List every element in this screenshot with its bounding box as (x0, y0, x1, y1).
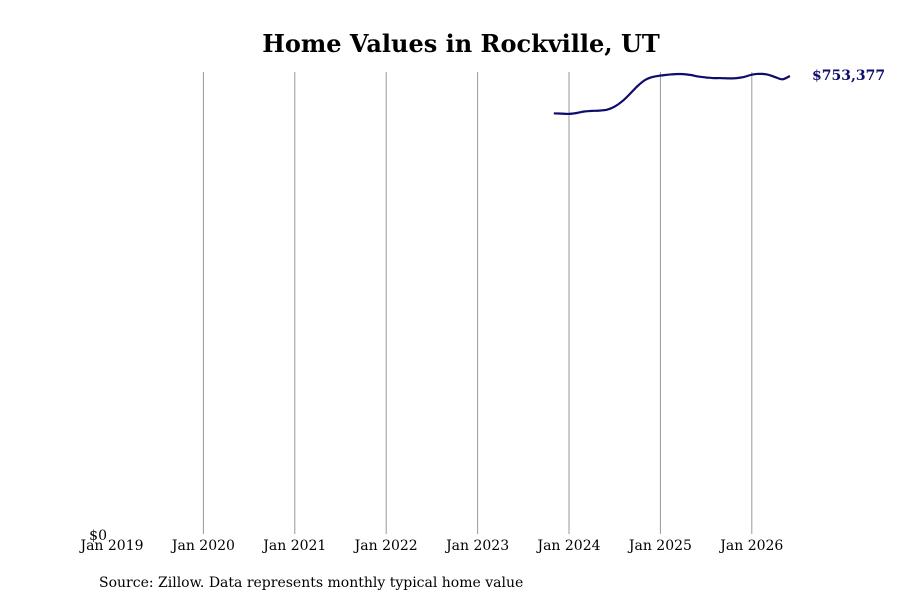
x-tick-label: Jan 2020 (170, 538, 235, 554)
x-tick-label: Jan 2026 (718, 538, 783, 554)
chart-title: Home Values in Rockville, UT (262, 29, 660, 58)
x-tick-label: Jan 2019 (78, 538, 143, 554)
series-line-0 (553, 72, 791, 116)
end-value-label: $753,377 (812, 68, 885, 84)
x-axis-ticks: Jan 2019 Jan 2020 Jan 2021 Jan 2022 Jan 2023… (78, 538, 783, 554)
series-layer (553, 72, 791, 116)
x-tick-label: Jan 2022 (353, 538, 418, 554)
x-tick-label: Jan 2023 (444, 538, 509, 554)
x-tick-label: Jan 2024 (535, 538, 600, 554)
gridlines (202, 72, 753, 534)
y-tick-label-zero: $0 (89, 528, 107, 544)
source-note: Source: Zillow. Data represents monthly … (99, 575, 523, 591)
x-tick-label: Jan 2021 (261, 538, 326, 554)
x-tick-label: Jan 2025 (627, 538, 692, 554)
